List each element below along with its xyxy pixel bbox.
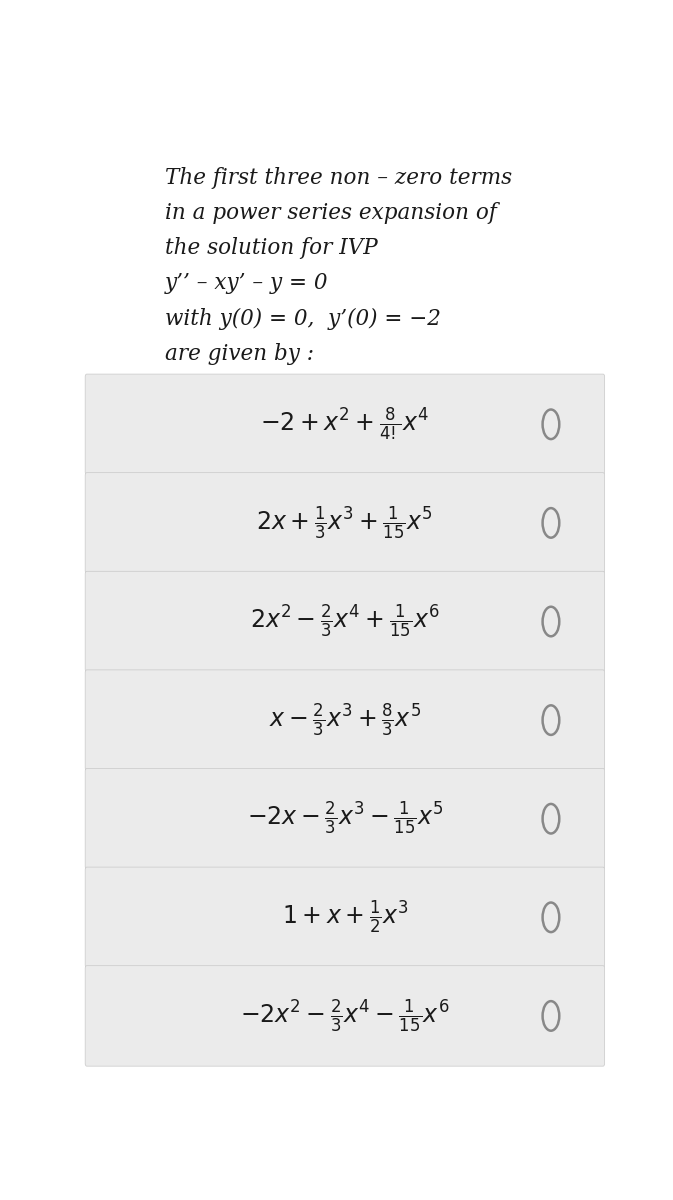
Text: The first three non – zero terms: The first three non – zero terms [165,167,512,190]
Text: in a power series expansion of: in a power series expansion of [165,203,497,224]
FancyBboxPatch shape [85,966,604,1066]
Text: $2x^2 - \frac{2}{3}x^4 + \frac{1}{15}x^6$: $2x^2 - \frac{2}{3}x^4 + \frac{1}{15}x^6… [250,602,439,640]
FancyBboxPatch shape [85,374,604,474]
Text: $-2 + x^2 + \frac{8}{4!}x^4$: $-2 + x^2 + \frac{8}{4!}x^4$ [260,406,429,443]
FancyBboxPatch shape [85,473,604,574]
Text: are given by :: are given by : [165,343,314,365]
FancyBboxPatch shape [85,768,604,869]
Text: $-2x^2 - \frac{2}{3}x^4 - \frac{1}{15}x^6$: $-2x^2 - \frac{2}{3}x^4 - \frac{1}{15}x^… [240,997,450,1034]
Text: $2x + \frac{1}{3}x^3 + \frac{1}{15}x^5$: $2x + \frac{1}{3}x^3 + \frac{1}{15}x^5$ [256,504,433,541]
Text: with y(0) = 0,  y’(0) = −2: with y(0) = 0, y’(0) = −2 [165,307,441,330]
Text: the solution for IVP: the solution for IVP [165,238,378,259]
Text: $-2x - \frac{2}{3}x^3 - \frac{1}{15}x^5$: $-2x - \frac{2}{3}x^3 - \frac{1}{15}x^5$ [246,800,444,838]
FancyBboxPatch shape [85,670,604,770]
FancyBboxPatch shape [85,571,604,672]
Text: y’’ – xy’ – y = 0: y’’ – xy’ – y = 0 [165,272,328,294]
Text: $1 + x + \frac{1}{2}x^3$: $1 + x + \frac{1}{2}x^3$ [281,899,409,936]
Text: $x - \frac{2}{3}x^3 + \frac{8}{3}x^5$: $x - \frac{2}{3}x^3 + \frac{8}{3}x^5$ [269,702,421,739]
FancyBboxPatch shape [85,868,604,967]
